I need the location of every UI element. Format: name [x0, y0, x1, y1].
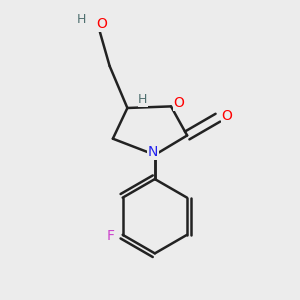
Text: N: N: [148, 145, 158, 159]
Text: O: O: [221, 109, 232, 123]
Text: O: O: [174, 96, 184, 110]
Text: F: F: [106, 230, 114, 243]
Text: H: H: [138, 93, 148, 106]
Text: O: O: [96, 17, 107, 31]
Text: H: H: [77, 13, 86, 26]
